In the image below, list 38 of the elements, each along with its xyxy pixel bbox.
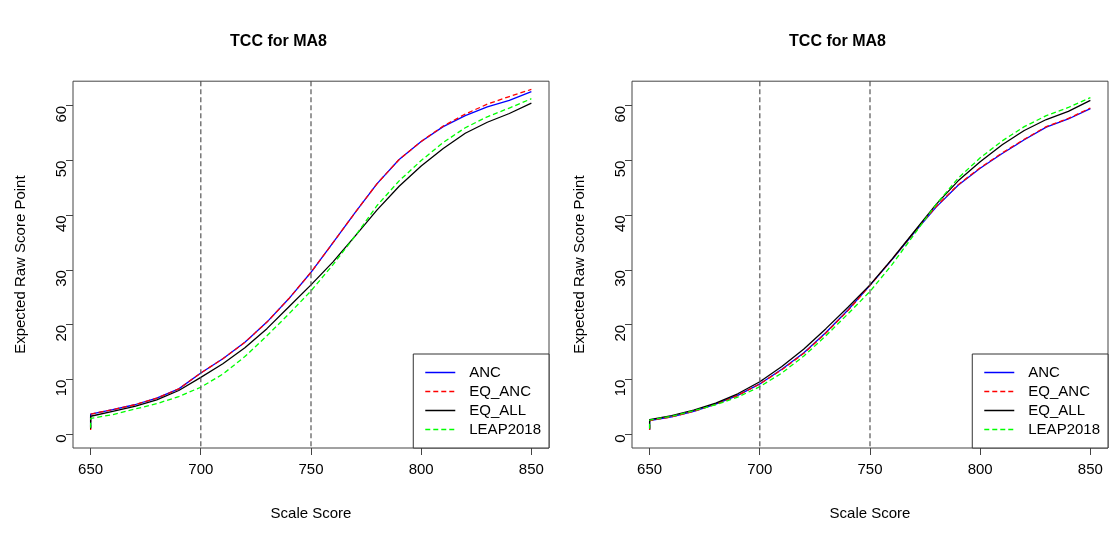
x-tick-label: 800 xyxy=(408,460,434,478)
y-tick-label: 60 xyxy=(52,105,70,123)
y-tick-label: 40 xyxy=(611,215,629,233)
legend-label: EQ_ANC xyxy=(1028,381,1091,399)
y-tick-label: 50 xyxy=(52,160,70,178)
legend-label: LEAP2018 xyxy=(1028,419,1101,437)
x-axis-title: Scale Score xyxy=(829,504,911,522)
y-axis-title: Expected Raw Score Point xyxy=(11,174,29,354)
y-tick-label: 0 xyxy=(611,434,629,443)
legend-label: ANC xyxy=(469,362,502,380)
x-tick-label: 700 xyxy=(747,460,773,478)
y-tick-label: 30 xyxy=(611,270,629,287)
x-axis-title: Scale Score xyxy=(270,504,352,522)
y-tick-label: 10 xyxy=(52,379,70,397)
x-tick-label: 750 xyxy=(298,460,324,478)
chart-title: TCC for MA8 xyxy=(230,32,328,50)
legend-label: EQ_ALL xyxy=(469,400,526,418)
x-tick-label: 650 xyxy=(637,460,663,478)
x-tick-label: 700 xyxy=(188,460,214,478)
x-tick-label: 850 xyxy=(1077,460,1103,478)
x-tick-label: 800 xyxy=(967,460,993,478)
legend-label: ANC xyxy=(1028,362,1061,380)
x-tick-label: 650 xyxy=(78,460,104,478)
y-tick-label: 0 xyxy=(52,434,70,443)
chart-title: TCC for MA8 xyxy=(789,32,887,50)
y-tick-label: 20 xyxy=(52,324,70,342)
legend-label: LEAP2018 xyxy=(469,419,542,437)
y-tick-label: 50 xyxy=(611,160,629,178)
y-tick-label: 10 xyxy=(611,379,629,397)
legend-label: EQ_ALL xyxy=(1028,400,1085,418)
legend-label: EQ_ANC xyxy=(469,381,532,399)
y-tick-label: 60 xyxy=(611,105,629,123)
y-axis-title: Expected Raw Score Point xyxy=(570,174,588,354)
x-tick-label: 850 xyxy=(518,460,544,478)
x-tick-label: 750 xyxy=(857,460,883,478)
y-tick-label: 40 xyxy=(52,215,70,233)
y-tick-label: 20 xyxy=(611,324,629,342)
y-tick-label: 30 xyxy=(52,270,70,287)
